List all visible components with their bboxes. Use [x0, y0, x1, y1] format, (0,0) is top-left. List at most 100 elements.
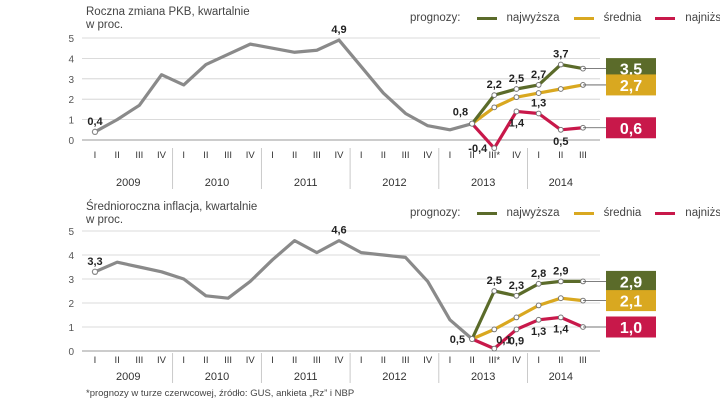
- year-label: 2010: [205, 177, 229, 189]
- legend-swatch-highest: [476, 211, 497, 215]
- y-tick-label: 0: [68, 136, 74, 147]
- data-label: 3,7: [553, 49, 568, 61]
- series-lowest-line: [470, 109, 585, 150]
- quarter-tick-label: III: [313, 355, 321, 366]
- gdp-chart-title: Roczna zmiana PKB, kwartalnie w proc.: [86, 6, 250, 32]
- data-label: 1,4: [553, 323, 569, 335]
- data-point-highest: [557, 278, 564, 285]
- final-value-badge-highest: [606, 58, 656, 80]
- year-label: 2011: [294, 177, 318, 189]
- year-label: 2011: [294, 371, 318, 383]
- data-label: 4,6: [331, 225, 346, 237]
- year-label: 2012: [382, 371, 406, 383]
- quarter-tick-label: II: [469, 355, 474, 366]
- legend-label-highest: najwyższa: [506, 207, 560, 219]
- data-label: 2,3: [509, 280, 524, 292]
- data-label: 2,5: [509, 73, 524, 85]
- final-value-badge-highest: [606, 270, 656, 292]
- data-label: -0,4: [468, 143, 488, 155]
- y-tick-label: 0: [68, 347, 74, 358]
- data-label: 1,3: [531, 326, 546, 338]
- footnote: *prognozy w turze czerwcowej, źródło: GU…: [86, 388, 355, 399]
- data-label: 0,4: [87, 116, 103, 128]
- quarter-tick-label: IV: [423, 355, 433, 366]
- year-label: 2009: [116, 177, 140, 189]
- quarter-tick-label: III: [402, 355, 410, 366]
- data-label: 2,9: [553, 265, 568, 277]
- data-point-lowest: [491, 145, 498, 152]
- legend-swatch-highest: [476, 16, 497, 20]
- final-value-average: 2,7: [620, 78, 642, 95]
- final-value-highest: 3,5: [620, 62, 642, 79]
- series-highest-line: [470, 279, 585, 341]
- legend-title: prognozy:: [410, 207, 461, 219]
- quarter-tick-label: III: [135, 355, 143, 366]
- y-tick-label: 4: [68, 54, 74, 65]
- final-value-badge-lowest: [606, 117, 656, 139]
- gdp-legend: prognozy: najwyższa średnia najniższa: [410, 12, 720, 24]
- data-point-highest: [491, 92, 498, 99]
- data-label: 4,9: [331, 24, 346, 36]
- legend-label-average: średnia: [603, 12, 642, 24]
- quarter-tick-label: II: [558, 355, 563, 366]
- data-point-average: [491, 104, 498, 111]
- quarter-tick-label: I: [182, 355, 185, 366]
- quarter-tick-label: IV: [335, 150, 345, 161]
- final-value-lowest: 0,6: [620, 121, 642, 138]
- year-label: 2012: [382, 177, 406, 189]
- quarter-tick-label: I: [449, 150, 452, 161]
- gdp-chart-title-text: Roczna zmiana PKB, kwartalnie: [86, 6, 250, 18]
- quarter-tick-label: IV: [246, 150, 256, 161]
- y-tick-label: 2: [68, 299, 74, 310]
- quarter-tick-label: II: [381, 150, 386, 161]
- y-tick-label: 5: [68, 34, 74, 45]
- y-tick-label: 3: [68, 275, 74, 286]
- data-point-lowest: [513, 108, 520, 115]
- data-point-lowest: [557, 314, 564, 321]
- quarter-tick-label: IV: [423, 150, 433, 161]
- final-value-average: 2,1: [620, 294, 642, 311]
- data-label: 2,5: [487, 275, 502, 287]
- data-point-actual: [91, 268, 99, 276]
- data-label: 0,5: [450, 334, 465, 346]
- gdp-chart-unit: w proc.: [86, 19, 124, 31]
- data-label: 2,7: [531, 69, 546, 81]
- quarter-tick-label: I: [360, 150, 363, 161]
- legend-title: prognozy:: [410, 12, 461, 24]
- data-point-actual: [91, 128, 99, 136]
- data-point-lowest: [535, 316, 542, 323]
- quarter-tick-label: I: [449, 355, 452, 366]
- year-label: 2010: [205, 371, 229, 383]
- data-point-highest: [535, 280, 542, 287]
- data-label: 3,3: [87, 256, 102, 268]
- data-point-junction: [468, 335, 476, 343]
- quarter-tick-label: III: [579, 355, 587, 366]
- final-value-badge-average: [606, 290, 656, 312]
- data-label: 0,9: [509, 335, 524, 347]
- quarter-tick-label: II: [115, 150, 120, 161]
- gdp-chart: 0 1 2 3 4 5 I II III IV I II III IV I II III IV I II III IV I I…: [0, 0, 720, 195]
- inflation-chart-unit: w proc.: [86, 214, 124, 226]
- series-actual-line: [93, 38, 474, 134]
- data-point-average: [557, 295, 564, 302]
- data-point-highest: [491, 288, 498, 294]
- quarter-tick-label: I: [94, 150, 97, 161]
- quarter-tick-label: I: [94, 355, 97, 366]
- quarter-tick-label: II: [469, 150, 474, 161]
- data-point-highest: [513, 86, 520, 92]
- final-value-badge-lowest: [606, 316, 656, 338]
- y-tick-label: 5: [68, 227, 74, 238]
- quarter-tick-label: IV: [246, 355, 256, 366]
- quarter-tick-label: IV: [512, 355, 522, 366]
- quarter-tick-label: I: [271, 355, 274, 366]
- quarter-tick-label: III: [135, 150, 143, 161]
- quarter-tick-label: II: [115, 355, 120, 366]
- legend-swatch-lowest: [655, 211, 676, 215]
- legend-label-highest: najwyższa: [506, 12, 560, 24]
- legend-swatch-average: [573, 211, 594, 215]
- y-tick-label: 4: [68, 251, 74, 262]
- year-label: 2014: [549, 177, 573, 189]
- series-average-line: [470, 83, 585, 126]
